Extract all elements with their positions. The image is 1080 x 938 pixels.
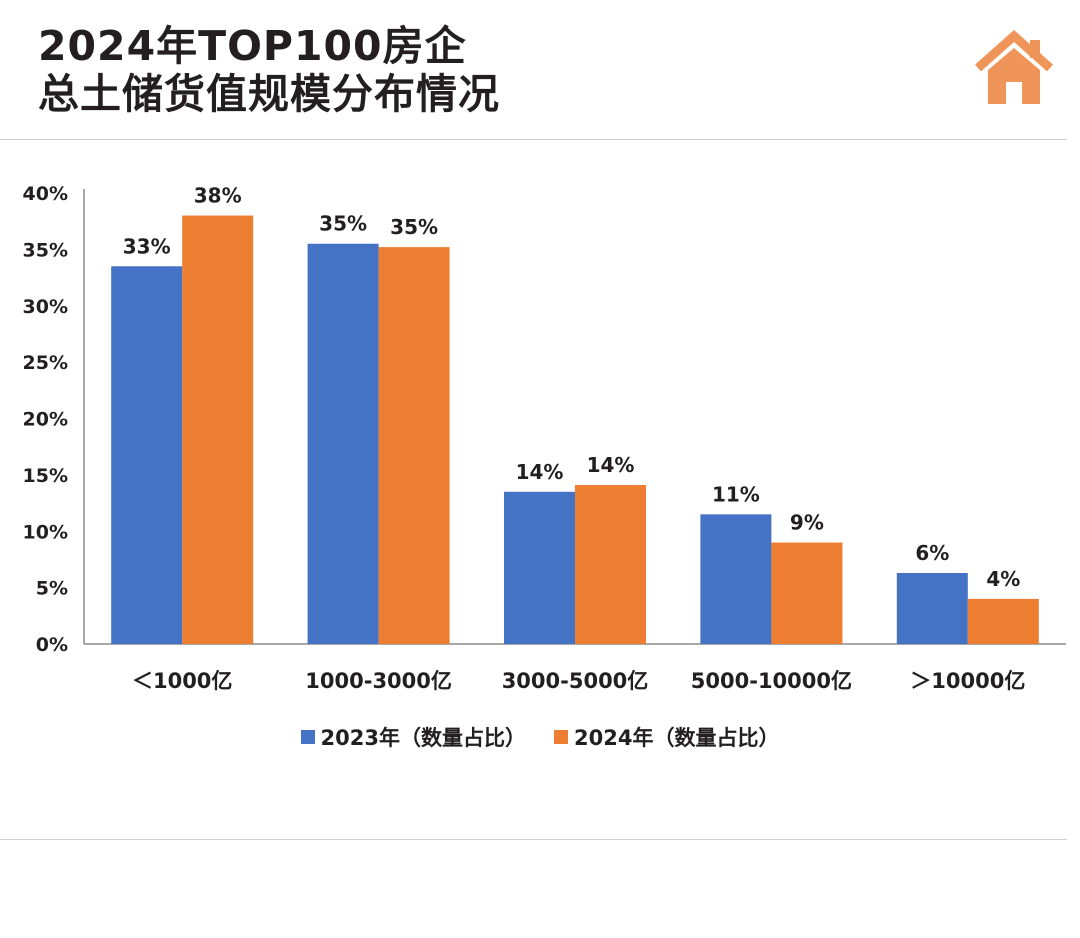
y-tick-label: 40% — [23, 183, 68, 205]
y-tick-label: 30% — [23, 296, 68, 318]
data-label: 35% — [319, 212, 367, 236]
legend-item-2024: 2024年（数量占比） — [554, 722, 779, 752]
data-label: 9% — [790, 511, 824, 535]
legend: 2023年（数量占比） 2024年（数量占比） — [0, 722, 1080, 752]
legend-swatch-2024 — [554, 730, 568, 744]
bar-2024 — [182, 215, 254, 645]
bar-2024 — [575, 485, 646, 644]
y-tick-label: 25% — [23, 352, 68, 374]
data-label: 11% — [712, 482, 760, 506]
data-label: 35% — [390, 215, 438, 239]
data-label: 38% — [194, 184, 242, 208]
bar-2024 — [378, 247, 450, 644]
title-line-1: 2024年TOP100房企 — [38, 22, 467, 70]
x-category-label: 3000-5000亿 — [502, 669, 649, 693]
house-icon — [975, 30, 1053, 104]
y-tick-label: 5% — [36, 578, 68, 600]
x-category-label: 5000-10000亿 — [691, 669, 852, 693]
x-category-label: ＞10000亿 — [910, 669, 1025, 693]
y-tick-label: 15% — [23, 465, 68, 487]
bar-2023 — [111, 266, 183, 644]
y-tick-label: 10% — [23, 521, 68, 543]
y-tick-label: 20% — [23, 409, 68, 431]
title-line-2: 总土储货值规模分布情况 — [38, 70, 500, 118]
legend-label-2024: 2024年（数量占比） — [574, 726, 780, 750]
data-label: 6% — [915, 541, 949, 565]
x-category-label: ＜1000亿 — [132, 669, 232, 693]
top-divider — [0, 139, 1067, 140]
data-label: 4% — [986, 567, 1020, 591]
bar-2023 — [700, 514, 772, 644]
y-tick-label: 0% — [36, 634, 68, 656]
data-label: 14% — [587, 453, 635, 477]
legend-label-2023: 2023年（数量占比） — [320, 726, 526, 750]
legend-swatch-2023 — [300, 730, 315, 744]
data-label: 33% — [123, 234, 171, 258]
x-category-label: 1000-3000亿 — [305, 669, 452, 693]
data-label: 14% — [516, 460, 564, 484]
chart-title: 2024年TOP100房企 总土储货值规模分布情况 — [38, 22, 500, 118]
bar-2023 — [307, 243, 379, 645]
bar-2023 — [896, 572, 968, 644]
bar-2024 — [967, 598, 1039, 644]
bar-2023 — [504, 491, 575, 644]
bar-2024 — [771, 542, 843, 644]
legend-item-2023: 2023年（数量占比） — [300, 722, 526, 752]
bottom-divider — [0, 839, 1067, 840]
y-tick-label: 35% — [23, 239, 68, 261]
